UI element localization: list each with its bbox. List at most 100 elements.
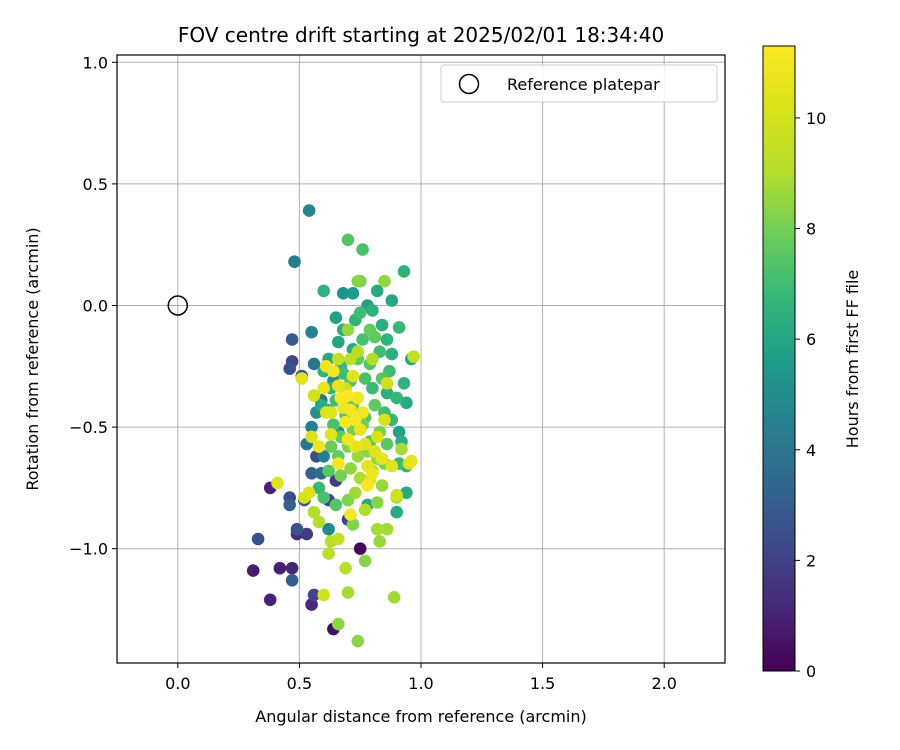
data-point	[324, 406, 338, 419]
colorbar-tick-label: 10	[806, 109, 826, 128]
data-point	[341, 389, 355, 402]
data-point	[346, 369, 360, 383]
data-point	[346, 287, 360, 300]
colorbar-tick-label: 8	[806, 220, 816, 239]
data-point	[285, 574, 299, 587]
colorbar-tick-label: 0	[806, 662, 816, 681]
data-point	[339, 561, 352, 575]
data-point	[317, 588, 331, 602]
plot-area	[116, 54, 726, 664]
y-tick-label: −1.0	[69, 540, 108, 559]
data-point	[358, 554, 372, 568]
data-point	[307, 357, 321, 371]
colorbar-tick-label: 6	[806, 330, 816, 349]
data-point	[395, 442, 408, 456]
data-point	[370, 284, 384, 298]
data-point	[380, 522, 394, 536]
data-point	[307, 505, 321, 519]
reference-platepar-marker	[167, 295, 189, 316]
data-point	[302, 486, 316, 500]
data-point	[375, 479, 389, 492]
data-point	[327, 364, 340, 378]
data-point	[356, 243, 369, 256]
data-point	[273, 561, 287, 575]
data-point	[302, 204, 316, 217]
data-point	[378, 274, 391, 288]
data-point	[375, 452, 389, 466]
data-point	[392, 425, 406, 439]
data-point	[322, 547, 335, 560]
y-tick-label: 0.0	[83, 296, 108, 315]
data-point	[349, 486, 362, 500]
x-tick-label: 1.0	[408, 674, 433, 693]
data-point	[317, 381, 331, 395]
data-point	[387, 591, 401, 604]
y-axis-label: Rotation from reference (arcmin)	[23, 227, 42, 490]
data-point	[295, 372, 309, 385]
data-point	[305, 430, 318, 444]
data-point	[332, 352, 345, 366]
colorbar-ticks: 0 2 4 6 8 10	[795, 109, 826, 681]
data-point	[370, 430, 384, 444]
data-point	[344, 462, 357, 475]
data-point	[322, 522, 335, 536]
legend-box	[440, 64, 718, 103]
data-point	[283, 362, 297, 376]
data-point	[285, 333, 299, 346]
y-tick-label: 0.5	[83, 175, 108, 194]
colorbar: 0 2 4 6 8 10 Hours from first FF file	[762, 45, 862, 681]
data-point	[349, 413, 362, 427]
data-point	[324, 440, 338, 453]
legend-marker-circle	[458, 73, 480, 95]
data-point	[351, 450, 365, 463]
data-point	[251, 532, 265, 546]
data-point	[358, 503, 372, 517]
data-point	[305, 598, 318, 611]
data-point	[380, 333, 394, 346]
colorbar-label: Hours from first FF file	[843, 270, 862, 449]
data-point	[305, 467, 318, 480]
data-point	[305, 420, 318, 434]
data-point	[390, 391, 404, 405]
colorbar-tick-label: 4	[806, 441, 816, 460]
data-point	[341, 586, 355, 599]
data-point	[246, 564, 260, 577]
data-point	[332, 617, 345, 631]
data-point	[397, 377, 411, 390]
x-tick-label: 2.0	[651, 674, 676, 693]
data-point	[361, 479, 374, 492]
data-point	[332, 457, 345, 470]
data-point	[380, 377, 394, 390]
data-point	[380, 386, 394, 400]
data-point	[400, 486, 413, 500]
x-tick-label: 0.0	[165, 674, 190, 693]
data-point	[378, 413, 391, 427]
data-point	[366, 304, 379, 317]
data-point	[290, 522, 304, 536]
data-point	[366, 352, 379, 366]
data-point	[351, 274, 365, 288]
data-point	[329, 311, 343, 325]
data-point	[283, 498, 297, 512]
data-point	[332, 379, 345, 393]
data-point	[300, 527, 314, 541]
data-point	[375, 318, 389, 332]
data-point	[312, 481, 326, 495]
data-point	[353, 306, 367, 320]
data-point	[346, 518, 360, 531]
data-point	[344, 508, 357, 521]
data-point	[332, 532, 345, 546]
data-point	[392, 321, 406, 334]
data-point	[397, 265, 411, 278]
data-point	[332, 335, 345, 349]
data-point	[363, 323, 377, 337]
data-point	[317, 284, 331, 298]
data-point	[366, 467, 379, 480]
data-point	[390, 505, 404, 519]
data-point	[385, 294, 399, 307]
data-point	[385, 347, 399, 361]
data-point	[405, 454, 418, 468]
data-point	[400, 396, 413, 410]
data-point	[353, 423, 367, 436]
legend: Reference platepar	[440, 64, 718, 103]
